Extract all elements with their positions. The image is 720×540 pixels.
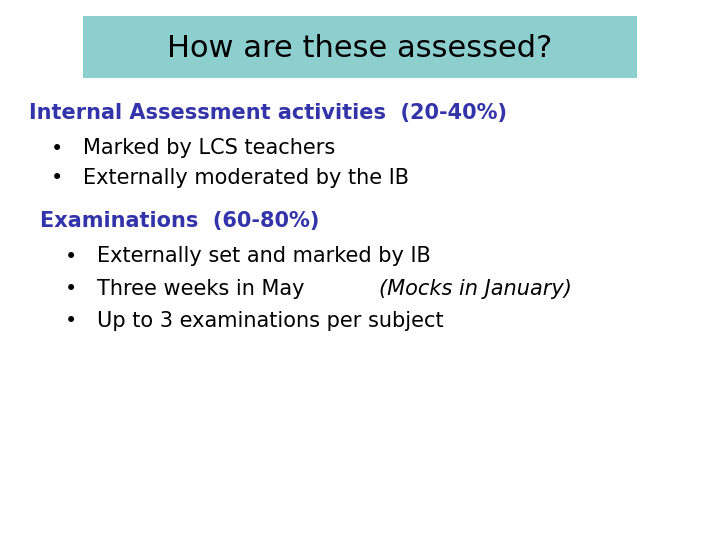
Text: Examinations  (60-80%): Examinations (60-80%) (40, 211, 319, 232)
Text: •: • (50, 168, 63, 188)
Text: Externally moderated by the IB: Externally moderated by the IB (83, 168, 409, 188)
Text: •: • (65, 311, 77, 332)
Text: How are these assessed?: How are these assessed? (167, 34, 553, 63)
Text: (Mocks in January): (Mocks in January) (379, 279, 572, 299)
Text: Marked by LCS teachers: Marked by LCS teachers (83, 138, 335, 159)
Text: •: • (65, 246, 77, 267)
FancyBboxPatch shape (83, 16, 637, 78)
Text: Three weeks in May: Three weeks in May (97, 279, 311, 299)
Text: Externally set and marked by IB: Externally set and marked by IB (97, 246, 431, 267)
Text: •: • (50, 138, 63, 159)
Text: Internal Assessment activities  (20-40%): Internal Assessment activities (20-40%) (29, 103, 507, 124)
Text: Up to 3 examinations per subject: Up to 3 examinations per subject (97, 311, 444, 332)
Text: •: • (65, 279, 77, 299)
